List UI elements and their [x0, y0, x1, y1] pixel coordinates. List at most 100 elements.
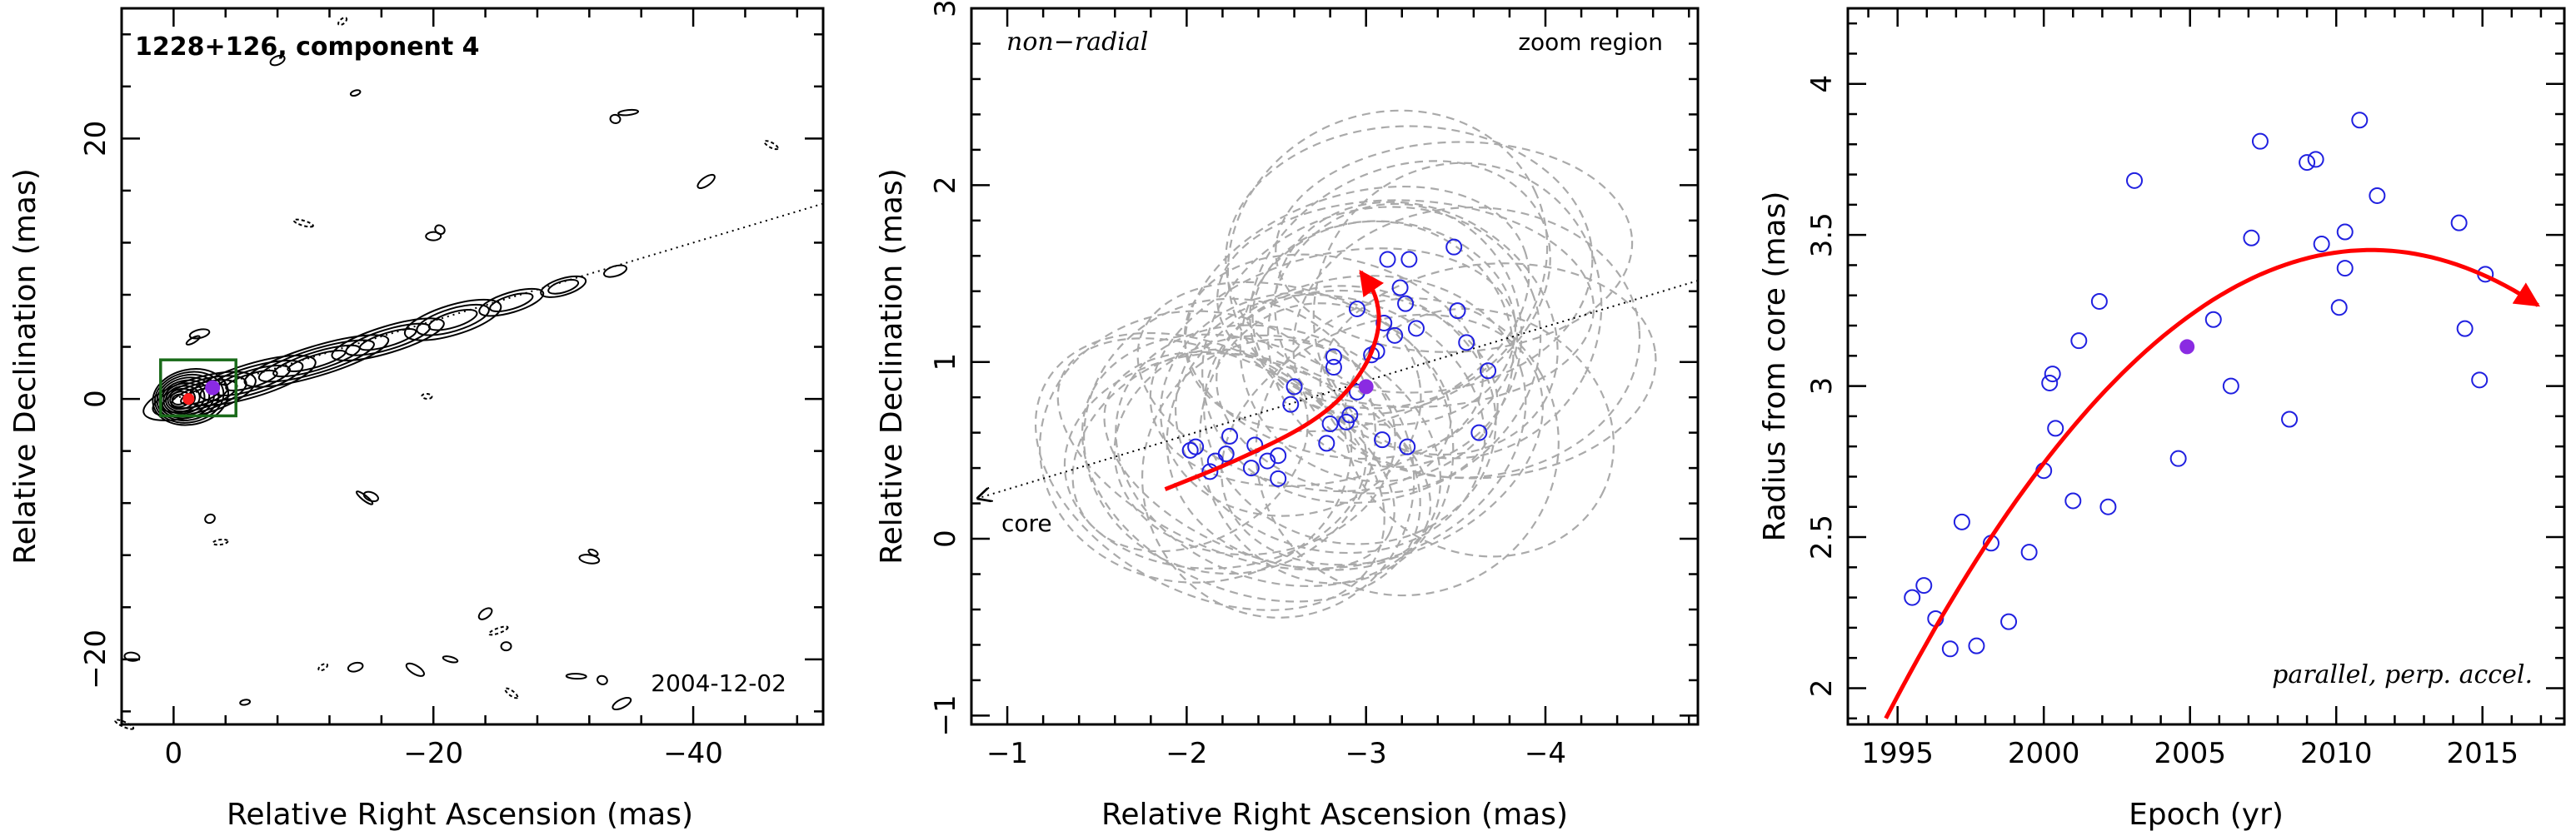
- panel-1-frame: [120, 7, 825, 726]
- y-tick-label: 0: [929, 530, 962, 548]
- x-tick-label: −40: [663, 737, 723, 770]
- error-ellipse: [1275, 141, 1634, 353]
- data-point: [1348, 300, 1365, 317]
- noise-contour: [349, 89, 362, 97]
- error-ellipse: [1149, 247, 1519, 487]
- noise-contour: [500, 641, 512, 652]
- panel-1-contour-map: 0 −20 −40 −20 0 20 1228+126, component 4 200…: [8, 7, 825, 832]
- jet-contour: [142, 371, 257, 421]
- data-point: [1221, 427, 1239, 445]
- data-point: [1399, 438, 1416, 455]
- noise-contour: [763, 140, 779, 151]
- jet-contour: [540, 275, 587, 298]
- x-tick-label: 1995: [1861, 737, 1934, 770]
- mean-position-marker: [1358, 379, 1374, 395]
- data-point: [2222, 377, 2239, 395]
- error-ellipse: [1319, 262, 1657, 480]
- data-point: [1341, 406, 1359, 424]
- data-point: [2307, 151, 2324, 168]
- x-tick-label: −4: [1525, 737, 1566, 770]
- jet-contour: [257, 339, 375, 383]
- data-point: [1242, 460, 1260, 477]
- noise-contour: [421, 392, 433, 400]
- data-point: [1391, 279, 1409, 296]
- noise-contour: [696, 173, 716, 189]
- component-marker: [205, 380, 221, 396]
- data-point: [2471, 371, 2489, 389]
- data-point: [1259, 452, 1276, 470]
- error-ellipse: [1255, 297, 1560, 597]
- noise-contour: [204, 513, 216, 525]
- data-point: [2299, 154, 2316, 172]
- error-ellipse: [1063, 352, 1367, 570]
- noise-contour: [609, 113, 622, 124]
- data-point: [2369, 187, 2386, 204]
- data-point: [1953, 513, 1970, 530]
- data-point: [2456, 320, 2474, 337]
- data-point: [1321, 416, 1339, 433]
- data-point: [2204, 311, 2222, 328]
- data-point: [1318, 435, 1335, 452]
- data-point: [2450, 214, 2468, 231]
- y-tick-label: 20: [79, 121, 112, 157]
- y-tick-label: −1: [929, 694, 962, 736]
- panel-1-title: 1228+126, component 4: [135, 32, 480, 62]
- data-point: [2336, 223, 2354, 241]
- error-ellipse: [1184, 185, 1530, 433]
- data-point: [2251, 132, 2269, 150]
- error-ellipse: [1226, 109, 1549, 410]
- x-tick-label: 0: [165, 737, 183, 770]
- panel-2-zoom-scatter: −1 −2 −3 −4 −1 0 1 2 3 non−radial zoom region c…: [875, 0, 1700, 832]
- noise-contour: [405, 662, 425, 677]
- x-tick-label: 2005: [2154, 737, 2226, 770]
- panel-1-date: 2004-12-02: [651, 669, 786, 697]
- data-point: [1270, 470, 1287, 487]
- noise-contour: [212, 538, 229, 546]
- data-point: [1458, 334, 1475, 351]
- jet-contour: [547, 279, 580, 295]
- panel-1-xlabel: Relative Right Ascension (mas): [227, 798, 693, 832]
- noise-contour: [565, 673, 587, 680]
- data-point: [1407, 320, 1425, 337]
- position-points: [1181, 238, 1497, 487]
- data-point: [1187, 438, 1205, 455]
- data-point: [2044, 366, 2061, 383]
- fit-path: [1164, 269, 1385, 491]
- y-tick-label: 3: [1805, 377, 1839, 396]
- data-point: [1904, 589, 1921, 606]
- noise-contour: [597, 674, 608, 685]
- noise-contour: [442, 655, 459, 664]
- data-point: [1915, 577, 1933, 595]
- data-point: [1217, 445, 1235, 463]
- error-ellipse: [1039, 310, 1353, 584]
- y-tick-label: 4: [1805, 75, 1839, 93]
- data-point: [1368, 342, 1385, 360]
- error-ellipse: [1083, 297, 1377, 575]
- jet-contour: [478, 287, 545, 317]
- error-ellipse: [1034, 331, 1385, 611]
- noise-contour: [617, 108, 640, 117]
- panel-2-xlabel: Relative Right Ascension (mas): [1101, 798, 1568, 832]
- panel-3-annotation: parallel, perp. accel.: [2272, 660, 2533, 689]
- data-point: [2070, 332, 2088, 350]
- mean-radius-marker: [2179, 339, 2195, 355]
- y-axis-ticks: −20 0 20: [79, 33, 823, 713]
- y-tick-label: 0: [79, 390, 112, 408]
- jet-contour: [359, 328, 417, 351]
- data-point: [1379, 251, 1396, 268]
- panel-1-ylabel: Relative Declination (mas): [8, 168, 42, 565]
- noise-contour: [188, 328, 211, 340]
- y-axis-ticks: 2 2.5 3 3.5 4: [1805, 22, 2564, 719]
- error-ellipse: [1159, 291, 1422, 517]
- data-point: [2351, 112, 2369, 129]
- y-tick-label: 2: [929, 177, 962, 195]
- error-ellipse: [1166, 275, 1527, 570]
- noise-contour: [504, 687, 519, 699]
- panel-2-frame: [970, 7, 1700, 726]
- error-ellipse: [1274, 201, 1559, 456]
- y-tick-label: 3.5: [1805, 212, 1839, 257]
- noise-contour: [578, 554, 601, 565]
- noise-contour: [269, 54, 286, 67]
- jet-contour: [345, 322, 432, 356]
- data-point: [1397, 295, 1415, 312]
